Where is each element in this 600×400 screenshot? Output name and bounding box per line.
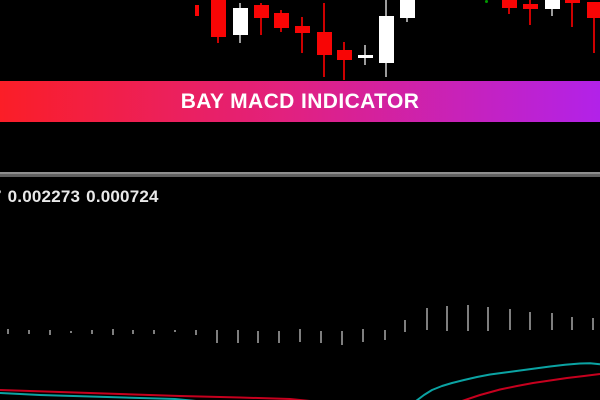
histogram-bar bbox=[341, 331, 343, 345]
candle-body bbox=[501, 0, 517, 8]
histogram-bar bbox=[132, 330, 134, 334]
histogram-bar bbox=[571, 317, 573, 330]
histogram-bar bbox=[551, 313, 553, 330]
buy-signal-marker bbox=[485, 0, 488, 3]
histogram-bar bbox=[592, 318, 594, 330]
histogram-bar bbox=[362, 329, 364, 342]
histogram-bar bbox=[216, 330, 218, 343]
candle-wick bbox=[343, 42, 345, 80]
indicator-value-clipped: 7 bbox=[0, 187, 2, 206]
histogram-bar bbox=[153, 330, 155, 334]
candle-body bbox=[253, 5, 269, 18]
histogram-bar bbox=[28, 330, 30, 334]
histogram-bar bbox=[278, 331, 280, 343]
histogram-bar bbox=[174, 330, 176, 332]
histogram-bar bbox=[195, 330, 197, 335]
candle-wick bbox=[301, 17, 303, 53]
candle-wick bbox=[529, 0, 531, 25]
candle-body bbox=[316, 32, 332, 55]
histogram-bar bbox=[467, 305, 469, 331]
indicator-values: 7 0.002273 0.000724 bbox=[0, 187, 165, 207]
histogram-bar bbox=[112, 329, 114, 335]
candle-body bbox=[357, 55, 373, 58]
candle-body bbox=[564, 0, 580, 3]
indicator-value-macd: 0.002273 bbox=[7, 187, 81, 206]
histogram-bar bbox=[384, 330, 386, 340]
price-candle-pane bbox=[0, 0, 600, 81]
histogram-bar bbox=[404, 320, 406, 332]
histogram-bar bbox=[529, 312, 531, 330]
candle-body bbox=[232, 8, 248, 35]
histogram-bar bbox=[257, 331, 259, 343]
candle-body bbox=[399, 0, 415, 18]
candle-body bbox=[587, 2, 600, 18]
pane-divider[interactable] bbox=[0, 172, 600, 177]
histogram-bar bbox=[70, 331, 72, 333]
candle-body bbox=[210, 0, 226, 37]
histogram-bar bbox=[299, 329, 301, 342]
candle-body bbox=[544, 0, 560, 9]
histogram-bar bbox=[49, 330, 51, 335]
banner-title: BAY MACD INDICATOR bbox=[180, 89, 420, 113]
candle-body bbox=[336, 50, 352, 60]
candle-body bbox=[378, 16, 394, 63]
indicator-value-signal: 0.000724 bbox=[86, 187, 159, 206]
candle-wick bbox=[593, 2, 595, 53]
histogram-bar bbox=[446, 306, 448, 331]
candle-wick bbox=[571, 0, 573, 27]
candle-body bbox=[294, 26, 310, 33]
histogram-bar bbox=[7, 329, 9, 334]
candle-body bbox=[522, 4, 538, 9]
histogram-bar bbox=[426, 308, 428, 330]
candle-body bbox=[195, 5, 199, 16]
histogram-bar bbox=[487, 307, 489, 331]
candle-wick bbox=[260, 3, 262, 35]
banner: BAY MACD INDICATOR bbox=[0, 81, 600, 122]
candle-body bbox=[273, 13, 289, 28]
histogram-bar bbox=[91, 330, 93, 334]
histogram-bar bbox=[237, 330, 239, 343]
histogram-bar bbox=[320, 331, 322, 343]
histogram-bar bbox=[509, 309, 511, 330]
